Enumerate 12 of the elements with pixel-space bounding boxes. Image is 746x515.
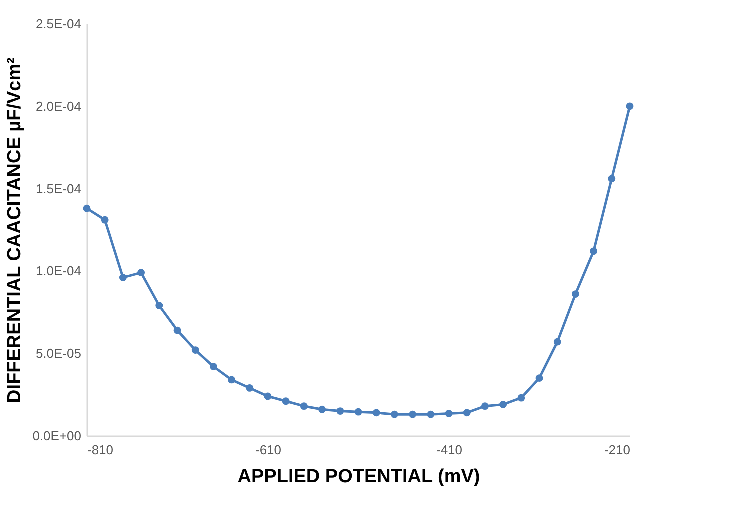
x-tick-label: -810 <box>88 442 114 458</box>
y-axis-title: DIFFERENTIAL CAACITANCE µF/Vcm² <box>4 58 26 404</box>
x-axis-title: APPLIED POTENTIAL (mV) <box>238 466 480 488</box>
y-tick-label: 0.0E+00 <box>32 428 82 444</box>
x-tick-label: -610 <box>255 442 282 458</box>
x-tick-label: -410 <box>436 442 463 458</box>
y-tick-label: 2.0E-04 <box>36 98 82 114</box>
y-tick-label: 5.0E-05 <box>36 346 82 362</box>
x-tick-label: -210 <box>604 442 630 458</box>
y-tick-label: 1.0E-04 <box>36 264 82 279</box>
y-tick-label: 1.5E-04 <box>36 181 82 196</box>
y-tick-label: 2.5E-04 <box>36 16 82 32</box>
